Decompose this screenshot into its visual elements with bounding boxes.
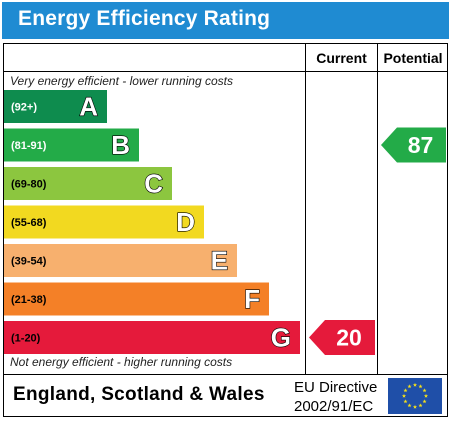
band-f: [4, 282, 269, 316]
potential-rating-arrow: [381, 127, 446, 163]
flag-star-icon: [401, 393, 407, 398]
chart-frame: [3, 43, 448, 417]
band-g-range: (1-20): [11, 333, 41, 345]
band-b-letter: B: [111, 130, 130, 160]
header-divider: [3, 71, 448, 72]
flag-star-icon: [422, 399, 427, 404]
band-g: [4, 321, 300, 354]
current-column-divider: [305, 43, 306, 374]
band-d-range: (55-68): [11, 217, 47, 229]
potential-column-header: Potential: [383, 50, 443, 66]
band-a-letter: A: [79, 92, 98, 122]
flag-star-icon: [412, 404, 418, 409]
band-a-range: (92+): [11, 102, 37, 114]
current-rating-arrow: [309, 320, 375, 355]
flag-star-icon: [418, 384, 423, 389]
chart-title: Energy Efficiency Rating: [18, 7, 271, 30]
band-d: [4, 205, 204, 239]
flag-star-icon: [403, 388, 408, 393]
band-c-letter: C: [144, 169, 163, 199]
potential-column-divider: [377, 43, 378, 374]
flag-star-icon: [423, 393, 429, 398]
potential-rating-value: 87: [408, 132, 434, 158]
eu-flag-icon: [388, 378, 442, 414]
band-c-range: (69-80): [11, 179, 47, 191]
flag-star-icon: [412, 382, 418, 387]
band-f-letter: F: [244, 284, 260, 314]
flag-star-icon: [407, 384, 412, 389]
title-bar: Energy Efficiency Rating: [2, 2, 449, 39]
flag-star-icon: [422, 388, 427, 393]
band-e-range: (39-54): [11, 256, 47, 268]
current-column-header: Current: [316, 50, 367, 66]
bottom-note: Not energy efficient - higher running co…: [10, 355, 233, 369]
band-c: [4, 167, 172, 200]
band-a: [4, 90, 107, 123]
band-b-range: (81-91): [11, 140, 47, 152]
footer-divider: [3, 374, 448, 375]
band-g-letter: G: [271, 323, 291, 353]
flag-star-icon: [407, 403, 412, 408]
flag-star-icon: [418, 403, 423, 408]
band-f-range: (21-38): [11, 294, 47, 306]
band-d-letter: D: [176, 207, 195, 237]
directive-line-1: EU Directive: [294, 379, 378, 396]
top-note: Very energy efficient - lower running co…: [10, 74, 233, 88]
band-b: [4, 128, 139, 162]
current-rating-value: 20: [336, 325, 362, 351]
directive-line-2: 2002/91/EC: [294, 398, 374, 415]
band-e: [4, 244, 237, 277]
region-label: England, Scotland & Wales: [13, 384, 265, 405]
band-e-letter: E: [211, 246, 228, 276]
flag-star-icon: [403, 399, 408, 404]
